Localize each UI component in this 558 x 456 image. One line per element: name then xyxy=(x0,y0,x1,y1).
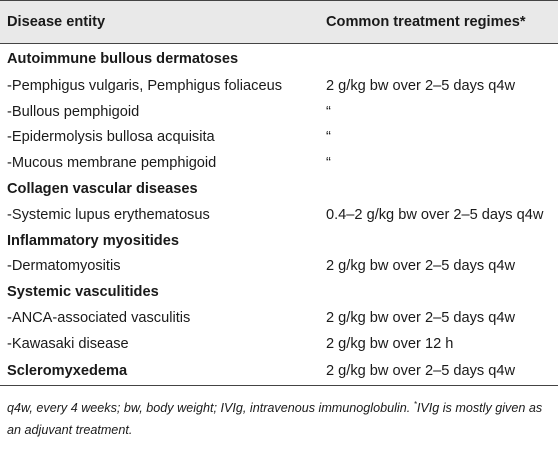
table-row: -Mucous membrane pemphigoid “ xyxy=(0,150,558,176)
footnote-note: IVIg is mostly given as an adjuvant trea… xyxy=(7,401,543,438)
table-row: Systemic vasculitides xyxy=(0,279,558,305)
disease-cell: -Kawasaki disease xyxy=(7,335,129,352)
regime-cell: 2 g/kg bw over 12 h xyxy=(326,335,454,352)
table-row: -Bullous pemphigoid “ xyxy=(0,99,558,125)
disease-group-cell: Inflammatory myositides xyxy=(7,232,179,249)
regime-cell: 2 g/kg bw over 2–5 days q4w xyxy=(326,258,516,275)
disease-cell: -Systemic lupus erythematosus xyxy=(7,206,210,223)
table-row: -ANCA-associated vasculitis 2 g/kg bw ove… xyxy=(0,305,558,331)
disease-cell: -Bullous pemphigoid xyxy=(7,103,140,120)
regime-cell: “ xyxy=(326,103,331,120)
table-row: -Epidermolysis bullosa acquisita “ xyxy=(0,125,558,151)
regime-cell: 2 g/kg bw over 2–5 days q4w xyxy=(326,310,516,327)
regime-cell xyxy=(320,279,558,305)
regime-cell xyxy=(320,44,558,74)
disease-group-cell: Scleromyxedema xyxy=(7,362,128,379)
table-row: Autoimmune bullous dermatoses xyxy=(0,44,558,74)
regime-cell: “ xyxy=(326,129,331,146)
table-header: Disease entity Common treatment regimes* xyxy=(0,0,558,44)
regime-cell: 0.4–2 g/kg bw over 2–5 days q4w xyxy=(326,206,544,223)
header-row: Disease entity Common treatment regimes* xyxy=(0,0,558,44)
table-row: Inflammatory myositides xyxy=(0,228,558,254)
disease-group-cell: Autoimmune bullous dermatoses xyxy=(7,50,239,67)
disease-cell: -Pemphigus vulgaris, Pemphigus foliaceus xyxy=(7,77,282,94)
table-row: Collagen vascular diseases xyxy=(0,176,558,202)
footnote-marker: * xyxy=(413,400,417,409)
table-body: Autoimmune bullous dermatoses -Pemphigus … xyxy=(0,44,558,386)
regime-cell xyxy=(320,176,558,202)
table-row: -Kawasaki disease 2 g/kg bw over 12 h xyxy=(0,331,558,357)
table-row: -Pemphigus vulgaris, Pemphigus foliaceus… xyxy=(0,73,558,99)
treatment-table: Disease entity Common treatment regimes*… xyxy=(0,0,558,386)
disease-cell: -ANCA-associated vasculitis xyxy=(7,310,191,327)
regime-cell: 2 g/kg bw over 2–5 days q4w xyxy=(326,362,516,379)
disease-cell: -Dermatomyositis xyxy=(7,258,121,275)
disease-cell: -Epidermolysis bullosa acquisita xyxy=(7,129,215,146)
regime-cell xyxy=(320,228,558,254)
disease-group-cell: Systemic vasculitides xyxy=(7,284,159,301)
regime-cell: “ xyxy=(326,155,331,172)
disease-cell: -Mucous membrane pemphigoid xyxy=(7,155,217,172)
table-row: -Systemic lupus erythematosus 0.4–2 g/kg … xyxy=(0,202,558,228)
disease-group-cell: Collagen vascular diseases xyxy=(7,181,198,198)
footnote-abbreviations: q4w, every 4 weeks; bw, body weight; IVI… xyxy=(7,401,414,416)
regime-cell: 2 g/kg bw over 2–5 days q4w xyxy=(326,77,516,94)
table-row: -Dermatomyositis 2 g/kg bw over 2–5 days … xyxy=(0,254,558,280)
table-footnote: q4w, every 4 weeks; bw, body weight; IVI… xyxy=(7,394,552,441)
header-disease-entity: Disease entity xyxy=(7,14,106,30)
header-treatment-regimes: Common treatment regimes* xyxy=(326,14,526,30)
table-row: Scleromyxedema 2 g/kg bw over 2–5 days q4… xyxy=(0,357,558,386)
